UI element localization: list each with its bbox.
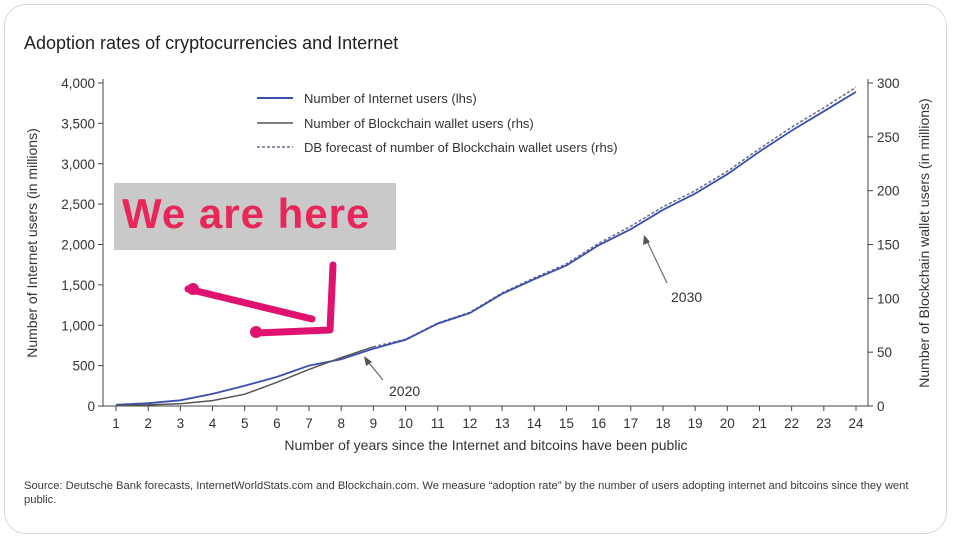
- series-line-internet: [115, 91, 857, 406]
- series-line-blockchain: [115, 346, 374, 407]
- x-tick-label: 12: [462, 416, 477, 431]
- x-tick-label: 7: [305, 416, 313, 431]
- x-tick-label: 8: [337, 416, 345, 431]
- y-left-tick-label: 500: [72, 359, 95, 374]
- x-tick-label: 14: [527, 416, 543, 431]
- y-right-tick-label: 0: [877, 399, 885, 414]
- annotation-2020-arrowhead: [364, 356, 372, 366]
- x-tick-label: 20: [720, 416, 735, 431]
- x-tick-label: 2: [144, 416, 152, 431]
- x-tick-label: 24: [848, 416, 864, 431]
- x-tick-label: 5: [241, 416, 249, 431]
- y-left-tick-label: 1,000: [61, 318, 95, 333]
- y-left-tick-label: 3,500: [61, 116, 95, 131]
- x-tick-label: 18: [655, 416, 670, 431]
- x-tick-label: 13: [495, 416, 510, 431]
- y-right-tick-label: 300: [877, 76, 900, 91]
- x-axis-label: Number of years since the Internet and b…: [284, 437, 687, 453]
- y-left-tick-label: 4,000: [61, 76, 95, 91]
- x-tick-label: 3: [177, 416, 185, 431]
- y-left-tick-label: 1,500: [61, 278, 95, 293]
- x-tick-label: 6: [273, 416, 281, 431]
- y-right-tick-label: 100: [877, 291, 900, 306]
- legend-label: Number of Internet users (lhs): [304, 91, 477, 106]
- legend-label: Number of Blockchain wallet users (rhs): [304, 116, 534, 131]
- y-left-tick-label: 2,000: [61, 238, 95, 253]
- y-left-tick-label: 2,500: [61, 197, 95, 212]
- y-axis-left-label: Number of Internet users (in millions): [24, 128, 40, 358]
- we-are-here-label: We are here: [122, 190, 371, 237]
- x-tick-label: 23: [816, 416, 831, 431]
- y-right-tick-label: 150: [877, 238, 900, 253]
- x-tick-label: 16: [591, 416, 606, 431]
- x-tick-label: 21: [752, 416, 767, 431]
- x-tick-label: 4: [209, 416, 217, 431]
- x-tick-label: 10: [398, 416, 413, 431]
- y-right-tick-label: 200: [877, 184, 900, 199]
- source-note: Source: Deutsche Bank forecasts, Interne…: [24, 480, 909, 506]
- y-left-tick-label: 0: [87, 399, 95, 414]
- x-tick-label: 9: [370, 416, 378, 431]
- x-tick-label: 19: [688, 416, 703, 431]
- legend: Number of Internet users (lhs) Number of …: [257, 91, 618, 155]
- y-right-tick-label: 50: [877, 345, 892, 360]
- chart-card: [4, 4, 947, 534]
- x-tick-label: 11: [431, 416, 445, 431]
- annotation-2030-arrow: [644, 236, 668, 284]
- annotation-2030-label: 2030: [671, 289, 702, 305]
- legend-label: DB forecast of number of Blockchain wall…: [304, 140, 618, 155]
- we-are-here-box: [114, 183, 396, 250]
- y-right-tick-label: 250: [877, 130, 900, 145]
- chart-title: Adoption rates of cryptocurrencies and I…: [24, 33, 399, 53]
- x-tick-label: 22: [784, 416, 799, 431]
- annotation-2030-arrowhead: [643, 235, 650, 245]
- x-tick-label: 1: [112, 416, 120, 431]
- y-left-tick-label: 3,000: [61, 157, 95, 172]
- x-tick-label: 17: [623, 416, 638, 431]
- annotation-2020-label: 2020: [389, 383, 420, 399]
- y-axis-right-label: Number of Blockchain wallet users (in mi…: [916, 98, 932, 387]
- x-tick-label: 15: [559, 416, 574, 431]
